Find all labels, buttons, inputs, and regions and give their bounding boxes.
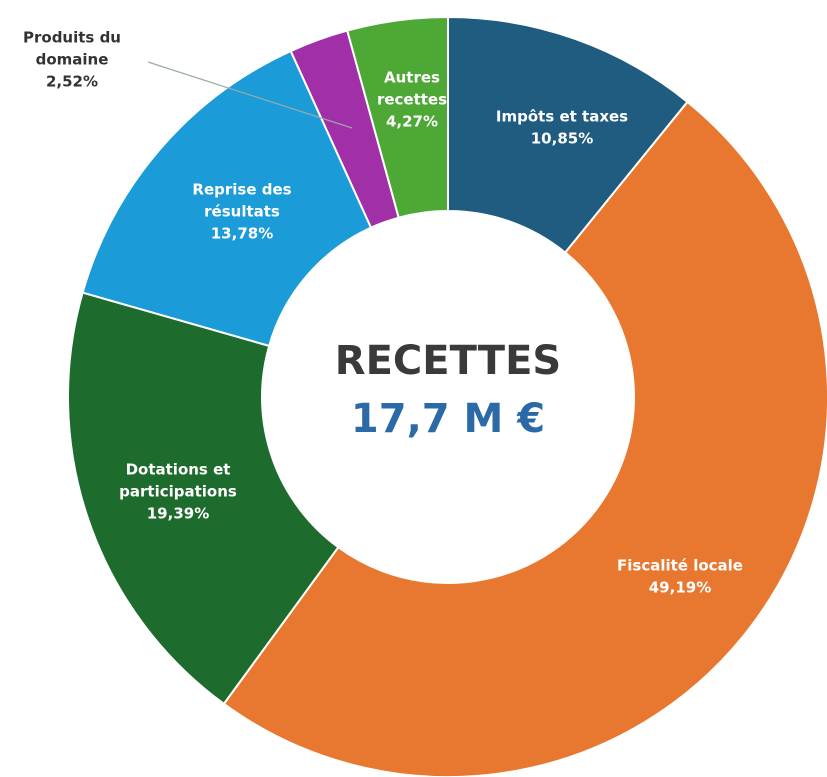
donut-slice (222, 100, 827, 777)
category-label: Reprise des résultats (192, 180, 292, 221)
center-total: 17,7 M € (350, 396, 546, 442)
center-title: RECETTES (334, 338, 562, 384)
donut-slice (67, 291, 340, 706)
slice-label: Impôts et taxes 10,85% (462, 106, 662, 150)
value-label: 2,52% (45, 71, 99, 90)
slice-label: Fiscalité locale 49,19% (580, 555, 780, 599)
value-label: 4,27% (385, 111, 439, 130)
category-label: Produits du domaine (23, 28, 121, 69)
category-label: Dotations et participations (119, 460, 237, 501)
value-label: 49,19% (648, 578, 712, 596)
category-label: Fiscalité locale (617, 556, 743, 575)
slice-label: Autres recettes 4,27% (372, 67, 452, 132)
value-label: 13,78% (210, 223, 274, 242)
category-label: Impôts et taxes (495, 107, 629, 126)
leader-line (147, 61, 353, 129)
value-label: 10,85% (530, 129, 594, 147)
slice-label: Produits du domaine 2,52% (2, 27, 142, 92)
donut-slice (346, 15, 449, 219)
category-label: Autres recettes (376, 68, 448, 109)
donut-slice (81, 49, 373, 348)
slice-label: Reprise des résultats 13,78% (177, 179, 307, 244)
value-label: 19,39% (146, 503, 210, 522)
slice-label: Dotations et participations 19,39% (93, 459, 263, 524)
